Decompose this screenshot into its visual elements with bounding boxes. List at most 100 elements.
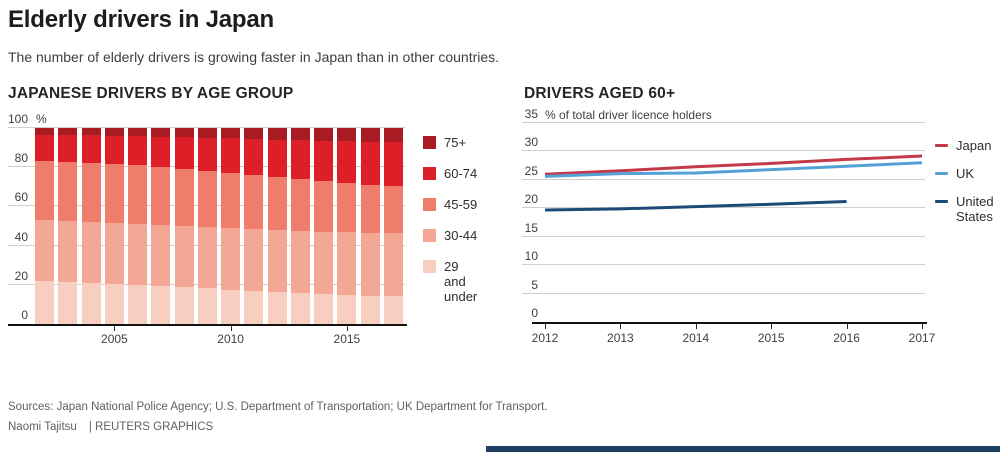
gridline-y-10 (522, 264, 925, 266)
bar-segment-45-59 (104, 164, 124, 224)
legend-label-60-74: 60-74 (444, 166, 478, 181)
bar-segment-75+ (197, 128, 217, 138)
legend-label-75+: 75+ (444, 135, 467, 150)
bar-segment-75+ (360, 128, 380, 142)
bar-2003 (58, 128, 78, 324)
bar-segment-45-59 (267, 177, 287, 230)
y-axis-label-30: 30 (524, 135, 538, 150)
right-chart-title: DRIVERS AGED 60+ (524, 85, 676, 102)
gridline-y-5 (522, 292, 925, 294)
bar-segment-60-74 (151, 136, 171, 168)
bar-segment-29-and-under (81, 282, 101, 324)
bar-segment-60-74 (360, 141, 380, 185)
y-axis-label-40: 40 (14, 229, 28, 244)
bar-segment-29-and-under (267, 291, 287, 324)
bar-segment-60-74 (174, 137, 194, 170)
bar-segment-75+ (314, 128, 334, 141)
bar-segment-75+ (290, 128, 310, 141)
legend-dash-united-states (935, 200, 948, 203)
bar-segment-45-59 (128, 165, 148, 225)
y-axis-label-100: 100 (7, 112, 28, 126)
bar-segment-60-74 (221, 138, 241, 174)
legend-dash-japan (935, 144, 948, 147)
legend-item-japan: Japan (935, 138, 997, 153)
bar-segment-60-74 (314, 140, 334, 181)
bar-segment-45-59 (383, 185, 403, 233)
gridline-y-30 (522, 150, 925, 152)
bar-segment-75+ (174, 128, 194, 138)
bar-2017 (383, 128, 403, 324)
bar-segment-30-44 (337, 231, 357, 295)
bar-segment-75+ (104, 128, 124, 136)
gridline-y-15 (522, 235, 925, 237)
bar-segment-75+ (267, 128, 287, 140)
bar-segment-60-74 (197, 137, 217, 172)
legend-label-45-59: 45-59 (444, 197, 478, 212)
gridline-y-25 (522, 178, 925, 180)
bar-segment-29-and-under (197, 287, 217, 324)
legend-swatch-75+ (423, 136, 436, 149)
legend-label-29-and-under: 29 and under (444, 259, 478, 304)
x-axis-label-2016: 2016 (833, 331, 860, 345)
bar-segment-45-59 (221, 173, 241, 228)
bar-segment-75+ (58, 128, 78, 136)
y-axis-label-80: 80 (14, 151, 28, 166)
y-axis-label-20: 20 (14, 268, 28, 283)
bar-segment-30-44 (290, 230, 310, 293)
y-axis-label-20: 20 (524, 192, 538, 207)
bar-segment-60-74 (267, 139, 287, 177)
bar-segment-30-44 (314, 231, 334, 294)
bar-segment-75+ (128, 128, 148, 137)
bar-segment-60-74 (290, 140, 310, 179)
legend-item-60-74: 60-74 (423, 166, 481, 181)
bar-segment-29-and-under (221, 289, 241, 324)
line-japan (544, 154, 923, 176)
bar-segment-45-59 (81, 163, 101, 223)
bar-segment-60-74 (104, 135, 124, 165)
x-axis-label-2010: 2010 (217, 332, 244, 346)
x-tick-2014 (695, 324, 697, 329)
bar-segment-75+ (244, 128, 264, 139)
x-axis (8, 324, 407, 326)
bar-segment-30-44 (81, 222, 101, 283)
bar-2006 (128, 128, 148, 324)
x-axis-label-2015: 2015 (757, 331, 785, 345)
legend-item-30-44: 30-44 (423, 228, 481, 243)
legend-label-uk: UK (956, 166, 975, 181)
page-title: Elderly drivers in Japan (8, 6, 274, 33)
bar-segment-29-and-under (244, 290, 264, 324)
bar-2016 (360, 128, 380, 324)
line-chart: % of total driver licence holders 0 5 10 15… (520, 105, 1000, 365)
y-axis-label-60: 60 (14, 190, 28, 205)
legend-dash-uk (935, 172, 948, 175)
bar-segment-30-44 (58, 221, 78, 282)
y-axis-label-35: 35 (524, 107, 538, 121)
sources-text: Sources: Japan National Police Agency; U… (8, 401, 548, 413)
bar-segment-29-and-under (151, 285, 171, 324)
bar-segment-45-59 (197, 171, 217, 227)
line-legend: Japan UK United States (935, 138, 997, 237)
bar-2002 (35, 128, 55, 324)
bar-2011 (244, 128, 264, 324)
left-chart-title: JAPANESE DRIVERS BY AGE GROUP (8, 85, 294, 102)
bar-segment-45-59 (58, 162, 78, 222)
bar-segment-30-44 (267, 229, 287, 292)
age-plot (33, 128, 405, 324)
legend-label-united-states: United States (956, 194, 994, 224)
bar-segment-30-44 (360, 232, 380, 296)
x-axis-label-2017: 2017 (908, 331, 936, 345)
bar-segment-30-44 (174, 226, 194, 287)
bar-segment-75+ (383, 128, 403, 142)
x-tick-2005 (114, 326, 116, 331)
bar-2009 (197, 128, 217, 324)
bar-2013 (290, 128, 310, 324)
line-united-states (544, 200, 847, 212)
x-axis-label-2015: 2015 (333, 332, 361, 346)
bar-segment-30-44 (104, 223, 124, 284)
legend-item-45-59: 45-59 (423, 197, 481, 212)
bar-segment-75+ (81, 128, 101, 136)
y-axis-label-10: 10 (524, 249, 538, 264)
bar-segment-29-and-under (360, 295, 380, 324)
bar-segment-60-74 (81, 135, 101, 164)
